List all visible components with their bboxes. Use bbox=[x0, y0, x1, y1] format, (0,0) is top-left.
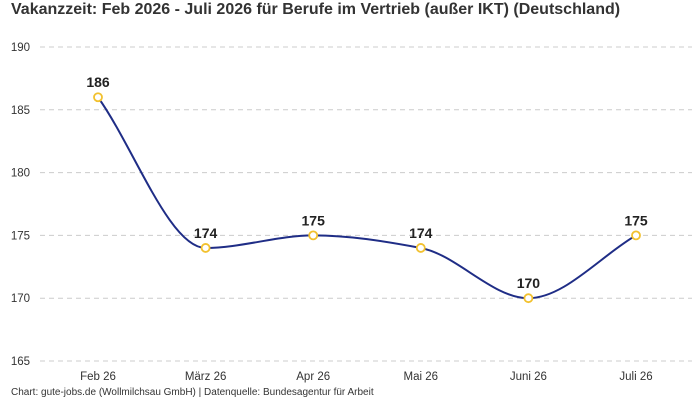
x-tick-label: Mai 26 bbox=[404, 371, 439, 383]
data-point bbox=[308, 230, 319, 241]
data-label: 174 bbox=[194, 225, 218, 241]
data-point bbox=[93, 92, 103, 103]
y-tick-label: 180 bbox=[11, 168, 30, 180]
data-label: 175 bbox=[624, 212, 648, 228]
x-tick-label: März 26 bbox=[185, 371, 227, 383]
data-label: 186 bbox=[86, 74, 110, 90]
y-tick-label: 185 bbox=[11, 105, 30, 117]
data-point bbox=[415, 243, 426, 253]
y-tick-label: 175 bbox=[11, 230, 30, 242]
data-label: 174 bbox=[409, 225, 433, 241]
series-line bbox=[97, 96, 637, 300]
x-tick-label: Feb 26 bbox=[80, 371, 116, 383]
gridlines bbox=[40, 46, 692, 362]
data-point bbox=[200, 243, 211, 253]
data-markers bbox=[93, 92, 641, 304]
y-tick-label: 170 bbox=[11, 293, 30, 305]
data-label: 170 bbox=[517, 275, 541, 291]
x-tick-label: Apr 26 bbox=[296, 371, 330, 383]
data-point bbox=[523, 293, 534, 304]
y-tick-label: 190 bbox=[11, 42, 30, 54]
data-labels: 186 174 175 174 170 175 bbox=[86, 74, 648, 291]
x-tick-label: Juni 26 bbox=[510, 371, 547, 383]
y-tick-label: 165 bbox=[11, 356, 30, 368]
data-point bbox=[631, 230, 641, 241]
data-label: 175 bbox=[302, 212, 326, 228]
x-axis-ticks: Feb 26 März 26 Apr 26 Mai 26 Juni 26 Juli 26 bbox=[80, 371, 653, 383]
y-axis-ticks: 190 185 180 175 170 165 bbox=[11, 42, 30, 368]
chart-source-note: Chart: gute-jobs.de (Wollmilchsau GmbH) … bbox=[11, 387, 374, 398]
series-line-group bbox=[97, 96, 637, 300]
x-tick-label: Juli 26 bbox=[619, 371, 652, 383]
chart-title: Vakanzzeit: Feb 2026 - Juli 2026 für Ber… bbox=[11, 1, 621, 18]
